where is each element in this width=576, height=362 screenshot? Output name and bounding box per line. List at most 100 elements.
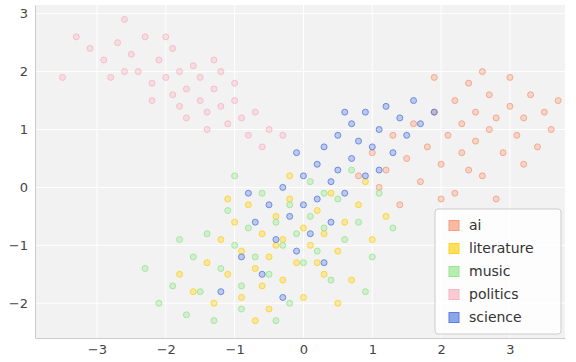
point (369, 237, 375, 243)
point (238, 294, 244, 300)
point (335, 167, 341, 173)
point (342, 190, 348, 196)
point (548, 127, 554, 133)
point (349, 155, 355, 161)
point (362, 289, 368, 295)
plot-background (35, 5, 565, 338)
point (177, 69, 183, 75)
legend-box (435, 209, 561, 334)
legend-label: science (469, 309, 522, 325)
point (252, 254, 258, 260)
series-3 (60, 16, 286, 149)
point (294, 260, 300, 266)
point (218, 69, 224, 75)
point (294, 150, 300, 156)
point (190, 289, 196, 295)
point (445, 132, 451, 138)
point (266, 306, 272, 312)
point (473, 138, 479, 144)
point (294, 248, 300, 254)
point (466, 80, 472, 86)
legend-label: politics (469, 286, 519, 302)
point (514, 132, 520, 138)
point (73, 34, 79, 40)
point (321, 271, 327, 277)
tick-label: 0 (20, 180, 28, 195)
point (238, 248, 244, 254)
point (431, 74, 437, 80)
legend-swatch (449, 313, 459, 323)
point (541, 109, 547, 115)
point (438, 161, 444, 167)
point (245, 202, 251, 208)
point (183, 86, 189, 92)
point (321, 231, 327, 237)
point (376, 127, 382, 133)
tick-label: 0 (300, 342, 308, 357)
point (328, 179, 334, 185)
points (60, 16, 562, 323)
point (197, 98, 203, 104)
point (321, 190, 327, 196)
point (328, 277, 334, 283)
point (307, 179, 313, 185)
point (238, 115, 244, 121)
point (507, 103, 513, 109)
point (280, 277, 286, 283)
point (266, 254, 272, 260)
point (204, 260, 210, 266)
point (349, 121, 355, 127)
point (383, 213, 389, 219)
point (259, 283, 265, 289)
legend-label: music (469, 263, 510, 279)
point (128, 51, 134, 57)
point (452, 190, 458, 196)
point (170, 283, 176, 289)
point (335, 248, 341, 254)
point (321, 260, 327, 266)
point (190, 63, 196, 69)
point (376, 190, 382, 196)
point (232, 98, 238, 104)
series-2 (142, 167, 396, 324)
y-grid-line (35, 187, 565, 188)
point (424, 144, 430, 150)
series-1 (177, 173, 389, 324)
point (466, 167, 472, 173)
tick: 0 (300, 338, 308, 357)
point (211, 86, 217, 92)
series-0 (356, 69, 562, 208)
point (121, 16, 127, 22)
point (183, 115, 189, 121)
point (417, 121, 423, 127)
tick: −1 (226, 338, 245, 357)
point (342, 219, 348, 225)
tick-label: −1 (9, 238, 28, 253)
point (287, 173, 293, 179)
point (342, 109, 348, 115)
point (321, 144, 327, 150)
point (170, 92, 176, 98)
point (245, 190, 251, 196)
point (300, 260, 306, 266)
point (369, 144, 375, 150)
x-grid-line (372, 5, 373, 338)
point (273, 318, 279, 324)
point (342, 237, 348, 243)
tick: 0 (20, 180, 35, 195)
point (459, 121, 465, 127)
point (115, 40, 121, 46)
tick: 2 (20, 64, 35, 79)
point (314, 208, 320, 214)
legend-label: literature (469, 240, 534, 256)
point (486, 92, 492, 98)
point (225, 208, 231, 214)
point (225, 121, 231, 127)
point (314, 161, 320, 167)
point (411, 121, 417, 127)
point (356, 173, 362, 179)
point (101, 57, 107, 63)
point (280, 237, 286, 243)
legend: ailiteraturemusicpoliticsscience (435, 209, 561, 334)
point (218, 266, 224, 272)
